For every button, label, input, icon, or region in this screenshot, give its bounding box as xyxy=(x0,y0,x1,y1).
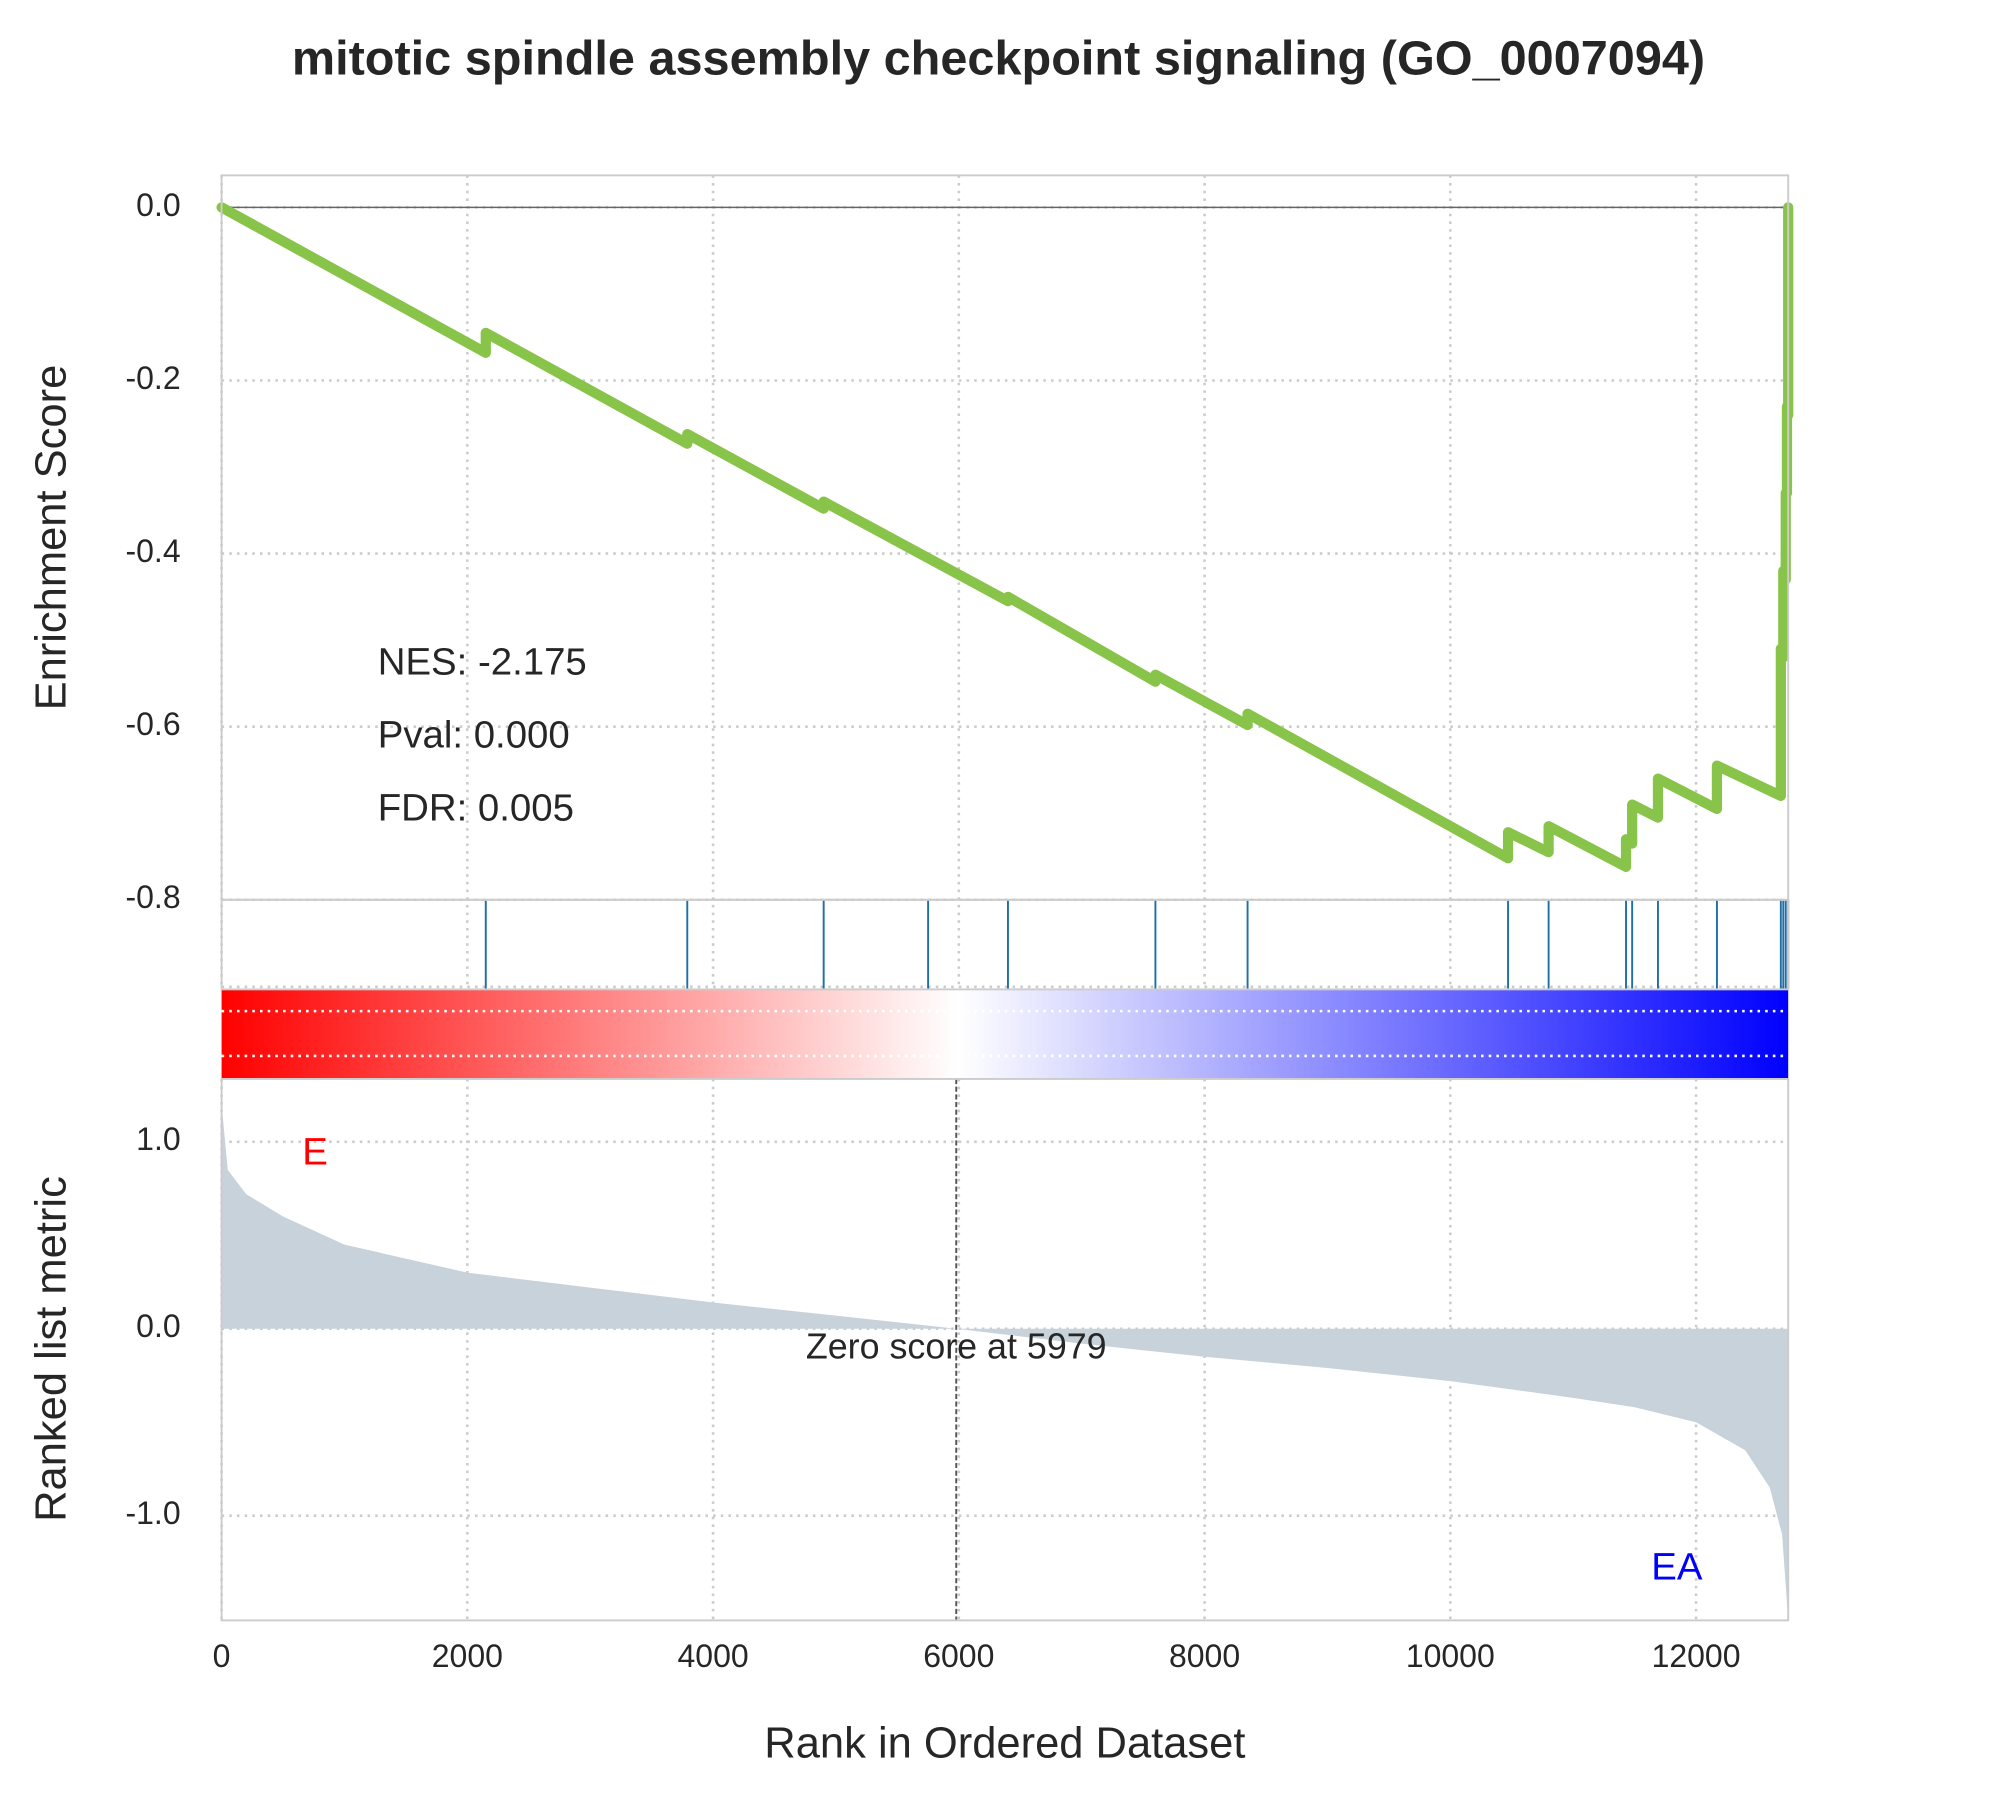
panel-frame xyxy=(220,1078,1790,1622)
y-tick-label: -0.4 xyxy=(126,533,181,569)
chart-title: mitotic spindle assembly checkpoint sign… xyxy=(292,31,1705,85)
heat-bar xyxy=(221,989,1789,1079)
y-tick-label: -1.0 xyxy=(126,1495,181,1531)
es-line xyxy=(216,202,1794,873)
y-tick-label: 1.0 xyxy=(136,1121,180,1157)
x-tick-label: 2000 xyxy=(432,1638,503,1674)
y-axis-label: Ranked list metric xyxy=(27,1176,75,1522)
y-tick-label: 0.0 xyxy=(136,187,180,223)
y-axis-label: Enrichment Score xyxy=(27,365,75,711)
y-tick-label: 0.0 xyxy=(136,1308,180,1344)
x-tick-label: 12000 xyxy=(1652,1638,1741,1674)
y-tick-label: -0.6 xyxy=(126,706,181,742)
x-tick-label: 6000 xyxy=(923,1638,994,1674)
pos-label: E xyxy=(302,1131,328,1174)
stat-annotation: Pval: 0.000 xyxy=(378,713,570,756)
x-tick-label: 4000 xyxy=(678,1638,749,1674)
neg-label: EA xyxy=(1651,1545,1703,1588)
x-tick-label: 0 xyxy=(213,1638,231,1674)
x-axis-label: Rank in Ordered Dataset xyxy=(764,1719,1245,1767)
y-tick-label: -0.2 xyxy=(126,360,181,396)
y-tick-label: -0.8 xyxy=(126,879,181,915)
zero-score-label: Zero score at 5979 xyxy=(806,1326,1107,1366)
x-tick-label: 8000 xyxy=(1169,1638,1240,1674)
x-tick-label: 10000 xyxy=(1406,1638,1495,1674)
stat-annotation: FDR: 0.005 xyxy=(378,786,574,829)
stat-annotation: NES: -2.175 xyxy=(378,640,587,683)
panel-frame xyxy=(220,898,1790,991)
metric-area xyxy=(221,1104,1789,1621)
